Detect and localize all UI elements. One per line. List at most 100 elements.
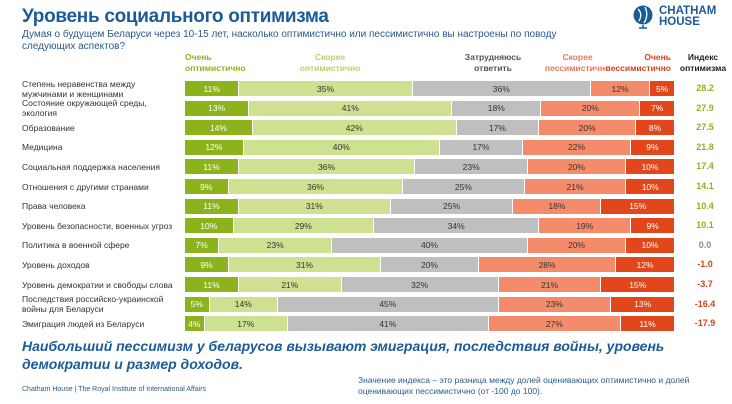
bar-segment: 36% <box>228 179 404 194</box>
row-label: Уровень доходов <box>22 259 90 270</box>
bar-row: 11% 21% 32% 21% 15% <box>185 277 675 292</box>
page-title: Уровень социального оптимизма <box>22 6 329 27</box>
bar-row: 4% 17% 41% 27% 11% <box>185 316 675 332</box>
row-label: Социальная поддержка населения <box>22 161 161 172</box>
bar-segment: 42% <box>252 120 457 136</box>
row-label: Последствия российско-украинской войны д… <box>22 294 164 315</box>
bar-segment: 7% <box>640 100 675 116</box>
row-label: Уровень демократии и свободы слова <box>22 279 173 290</box>
bar-segment: 18% <box>452 100 542 116</box>
bar-segment: 21% <box>238 277 342 292</box>
bar-row: 9% 36% 25% 21% 10% <box>185 179 675 194</box>
bar-segment: 11% <box>185 159 239 175</box>
footer-text: Chatham House | The Royal Institute of I… <box>22 386 207 393</box>
bar-segment: 9% <box>185 257 230 273</box>
bar-segment: 41% <box>287 316 489 332</box>
index-note: Значение индекса – это разница между дол… <box>358 375 690 396</box>
bar-segment: 36% <box>238 159 416 175</box>
bar-segment: 23% <box>219 237 332 253</box>
legend-5: Очень пессимистично <box>605 52 671 73</box>
bar-segment: 7% <box>185 237 220 253</box>
bar-row: 11% 35% 36% 12% 5% <box>185 81 675 96</box>
bar-row: 9% 31% 20% 28% 12% <box>185 257 675 273</box>
bar-segment: 17% <box>439 139 524 155</box>
bar-row: 13% 41% 18% 20% 7% <box>185 100 675 116</box>
bar-segment: 14% <box>185 120 253 136</box>
index-value: 28.2 <box>696 83 714 93</box>
bar-segment: 25% <box>403 179 525 194</box>
legend-3: Затрудняюсь ответить <box>464 52 522 73</box>
bar-segment: 29% <box>233 218 375 234</box>
bar-segment: 20% <box>539 120 637 136</box>
bar-segment: 23% <box>498 296 612 312</box>
bar-row: 10% 29% 34% 19% 9% <box>185 218 675 234</box>
row-label: Состояние окружающей среды, экология <box>22 98 147 119</box>
globe-icon <box>633 5 653 29</box>
index-value: 0.0 <box>698 239 712 250</box>
row-label: Уровень безопасности, военных угроз <box>22 220 173 231</box>
bar-segment: 17% <box>456 120 540 136</box>
bar-segment: 41% <box>249 100 453 116</box>
bar-row: 12% 40% 17% 22% 9% <box>185 139 675 155</box>
index-value: 17.4 <box>696 161 714 172</box>
legend-1: Очень оптимистично <box>185 52 246 73</box>
bar-segment: 12% <box>590 81 651 96</box>
bar-segment: 9% <box>185 179 229 194</box>
bar-row: 5% 14% 45% 23% 13% <box>185 296 675 312</box>
bar-segment: 12% <box>616 257 675 273</box>
index-value: -17.9 <box>694 318 716 329</box>
row-label: Отношения с другими странами <box>22 181 149 192</box>
bar-segment: 36% <box>412 81 591 96</box>
page-subtitle: Думая о будущем Беларуси через 10-15 лет… <box>22 29 557 52</box>
row-label: Эмиграция людей из Беларуси <box>22 318 145 329</box>
bar-segment: 13% <box>611 296 675 312</box>
bar-segment: 11% <box>185 277 239 292</box>
bar-segment: 20% <box>541 100 641 116</box>
logo-line2: HOUSE <box>659 16 700 28</box>
bar-segment: 10% <box>625 237 675 253</box>
index-value: -3.7 <box>697 279 713 289</box>
index-value: 27.9 <box>696 102 714 113</box>
bar-segment: 45% <box>278 296 499 312</box>
bar-segment: 40% <box>243 139 440 155</box>
bar-row: 7% 23% 40% 20% 10% <box>185 237 675 253</box>
bar-segment: 19% <box>539 218 632 234</box>
bar-segment: 31% <box>238 198 391 214</box>
bar-segment: 11% <box>621 316 675 332</box>
row-label: Степень неравенства между мужчинами и же… <box>22 78 136 99</box>
bar-segment: 20% <box>527 159 626 175</box>
index-value: 10.1 <box>696 220 714 231</box>
chatham-house-logo: CHATHAM HOUSE <box>632 4 716 30</box>
bar-segment: 22% <box>523 139 631 155</box>
bar-segment: 5% <box>650 81 675 96</box>
index-header: Индекс оптимизма <box>679 52 727 73</box>
row-label: Образование <box>22 122 75 133</box>
bar-segment: 11% <box>185 81 240 96</box>
bar-segment: 15% <box>601 277 675 292</box>
row-label: Права человека <box>22 201 86 212</box>
legend-2: Скорее оптимистично <box>299 52 361 73</box>
bar-segment: 9% <box>630 139 675 155</box>
bar-segment: 10% <box>185 218 234 234</box>
bar-segment: 23% <box>415 159 528 175</box>
bar-row: 11% 31% 25% 18% 15% <box>185 198 675 214</box>
bar-segment: 10% <box>626 179 675 194</box>
bar-segment: 20% <box>380 257 479 273</box>
row-label: Политика в военной сфере <box>22 240 130 251</box>
bar-segment: 31% <box>229 257 381 273</box>
bar-segment: 20% <box>527 237 626 253</box>
bar-segment: 12% <box>185 139 244 155</box>
bar-segment: 13% <box>185 100 250 116</box>
index-value: -1.0 <box>697 259 713 270</box>
bar-segment: 10% <box>625 159 675 175</box>
bar-segment: 28% <box>478 257 617 273</box>
bar-segment: 17% <box>204 316 288 332</box>
bar-segment: 32% <box>341 277 499 292</box>
logo-line1: CHATHAM <box>659 5 717 17</box>
conclusion-text: Наибольший пессимизм у беларусов вызываю… <box>22 338 665 372</box>
bar-segment: 25% <box>390 198 514 214</box>
bar-segment: 11% <box>185 198 239 214</box>
bar-segment: 14% <box>209 296 279 312</box>
bar-segment: 21% <box>524 179 627 194</box>
index-value: 10.4 <box>696 200 714 211</box>
